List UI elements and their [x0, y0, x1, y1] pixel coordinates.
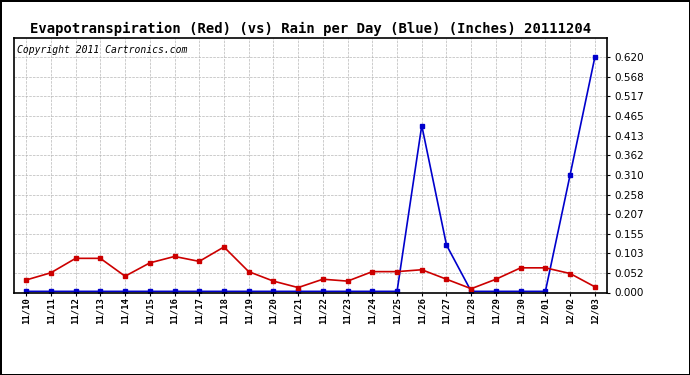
Title: Evapotranspiration (Red) (vs) Rain per Day (Blue) (Inches) 20111204: Evapotranspiration (Red) (vs) Rain per D…	[30, 22, 591, 36]
Text: Copyright 2011 Cartronics.com: Copyright 2011 Cartronics.com	[17, 45, 187, 55]
